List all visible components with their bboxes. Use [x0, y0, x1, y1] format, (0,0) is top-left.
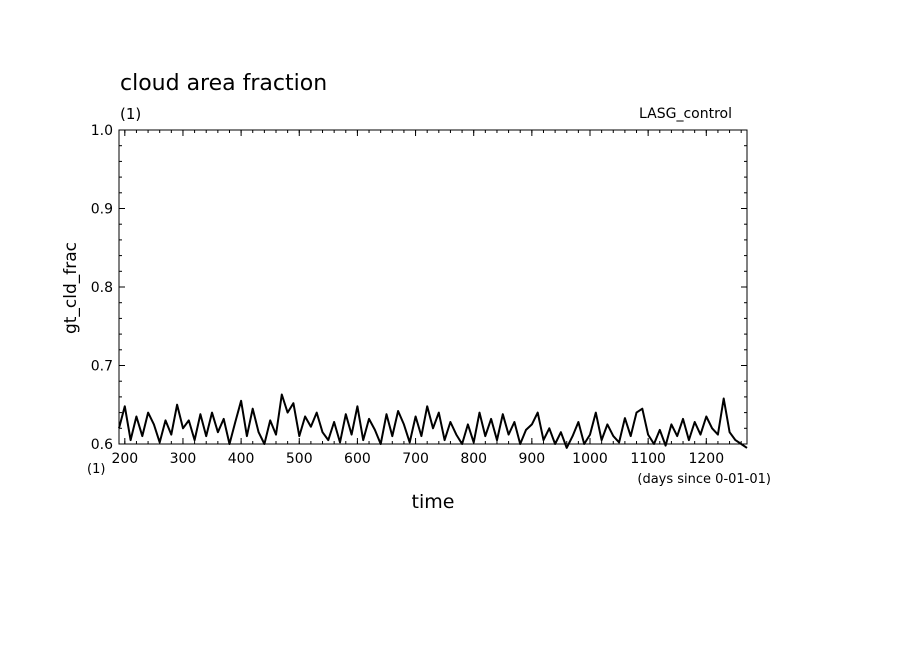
y-axis-unit: (1) [87, 462, 105, 477]
ticks-layer [119, 129, 747, 445]
x-tick-label: 1000 [572, 451, 608, 467]
y-tick-label: 0.6 [91, 437, 113, 453]
y-axis-label: gt_cld_frac [61, 242, 81, 334]
y-tick-label: 0.9 [91, 202, 113, 218]
plot-frame [118, 129, 748, 445]
x-axis-unit: (days since 0-01-01) [637, 472, 771, 487]
x-tick-label: 600 [344, 451, 371, 467]
run-label: LASG_control [639, 106, 732, 122]
x-tick-label: 300 [170, 451, 197, 467]
x-tick-label: 1100 [630, 451, 666, 467]
y-tick-label: 0.8 [91, 280, 113, 296]
x-tick-label: 1200 [688, 451, 724, 467]
y-tick-labels: 0.6 0.7 0.8 0.9 1.0 [91, 123, 113, 453]
x-tick-label: 800 [460, 451, 487, 467]
chart-title: cloud area fraction [120, 71, 327, 96]
y-tick-label: 1.0 [91, 123, 113, 139]
x-axis-label: time [412, 491, 455, 513]
x-tick-label: 500 [286, 451, 313, 467]
x-tick-label: 700 [402, 451, 429, 467]
x-tick-label: 200 [111, 451, 138, 467]
x-tick-label: 900 [518, 451, 545, 467]
x-tick-labels: 200 300 400 500 600 700 800 900 1000 1100 1200 [111, 451, 724, 467]
chart-title-unit: (1) [120, 105, 141, 123]
y-tick-label: 0.7 [91, 359, 113, 375]
data-line [118, 393, 748, 449]
x-tick-label: 400 [228, 451, 255, 467]
